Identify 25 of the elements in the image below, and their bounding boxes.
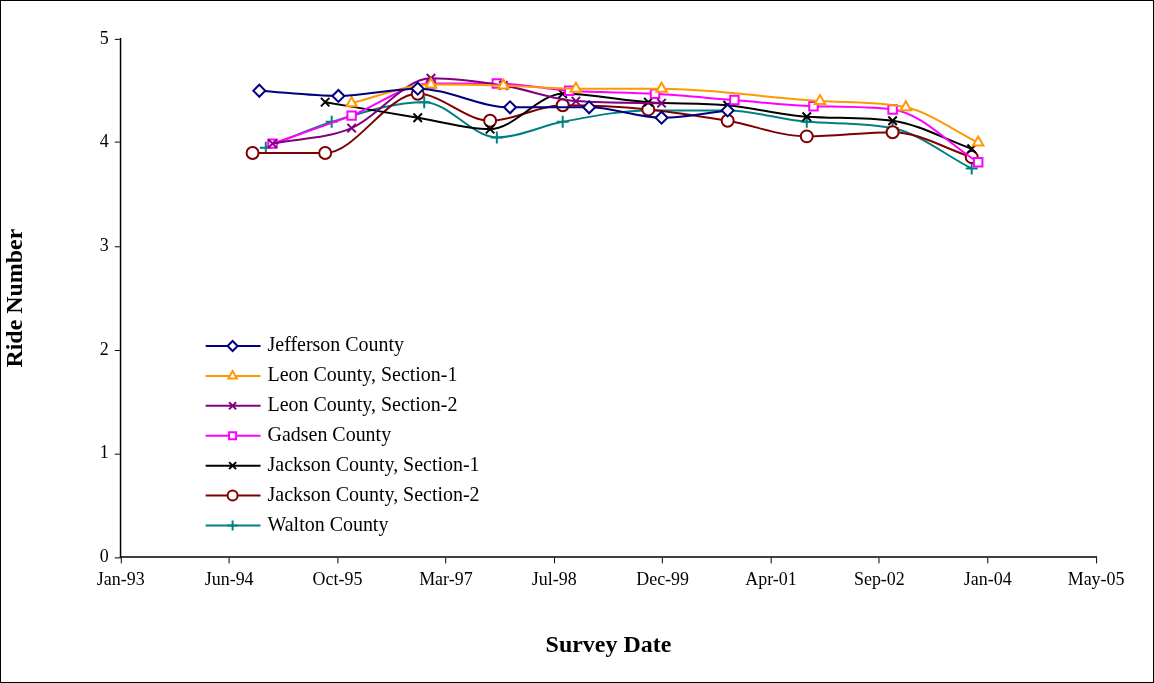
x-tick-label: May-05 <box>1067 568 1125 589</box>
y-tick-label: 1 <box>99 442 109 463</box>
y-axis-title: Ride Number <box>0 228 27 368</box>
x-tick-label: Dec-99 <box>636 568 690 589</box>
legend-label: Leon County, Section-2 <box>267 393 458 417</box>
x-tick-label: Oct-95 <box>312 568 363 589</box>
legend-label: Gadsen County <box>267 422 392 446</box>
legend-label: Jackson County, Section-2 <box>267 482 480 506</box>
y-tick-label: 4 <box>99 131 109 152</box>
legend-label: Jefferson County <box>267 333 405 357</box>
x-tick-label: Mar-97 <box>419 568 473 589</box>
legend-label: Walton County <box>267 512 389 536</box>
legend-label: Leon County, Section-1 <box>267 363 458 387</box>
y-tick-label: 3 <box>99 235 109 255</box>
legend-label: Jackson County, Section-1 <box>267 452 480 476</box>
x-tick-label: Jan-04 <box>963 568 1012 589</box>
y-tick-label: 5 <box>99 27 109 48</box>
x-tick-label: Apr-01 <box>745 568 797 589</box>
x-tick-label: Sep-02 <box>853 568 905 589</box>
y-tick-label: 2 <box>99 338 109 359</box>
x-tick-label: Jul-98 <box>531 568 577 589</box>
x-tick-label: Jan-93 <box>96 568 145 589</box>
x-tick-label: Jun-94 <box>204 568 254 589</box>
x-axis-title: Survey Date <box>545 630 672 657</box>
y-tick-label: 0 <box>99 546 109 567</box>
